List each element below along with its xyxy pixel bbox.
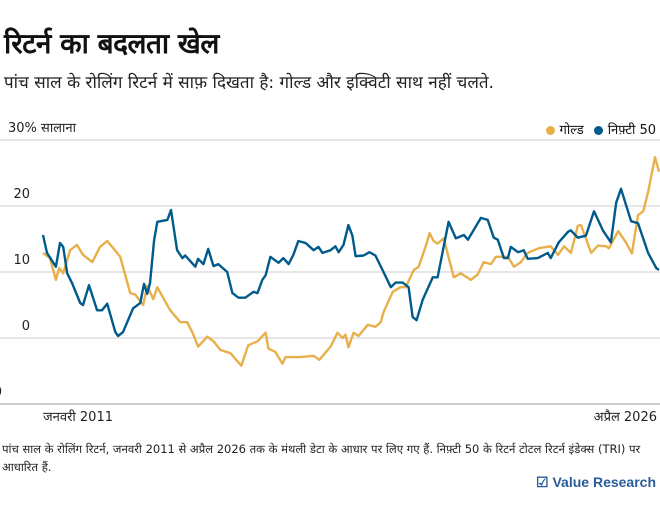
- value-research-logo: ☑ Value Research: [536, 474, 656, 491]
- y-tick-label: 10: [13, 253, 30, 268]
- chart-title: रिटर्न का बदलता खेल: [4, 27, 219, 60]
- line-chart: 30% सालाना 20 10 0 -10 जनवरी 2011 अप्रैल 2026: [0, 121, 660, 425]
- y-tick-label: 30% सालाना: [8, 121, 77, 136]
- nifty-series-line: [41, 187, 660, 338]
- x-tick-label: जनवरी 2011: [43, 409, 113, 425]
- gold-series-line: [42, 156, 660, 367]
- logo-text: Value Research: [552, 474, 656, 490]
- x-tick-label: अप्रैल 2026: [594, 409, 657, 425]
- footnote: पांच साल के रोलिंग रिटर्न, जनवरी 2011 से…: [2, 442, 641, 474]
- legend-item-nifty: निफ़्टी 50: [593, 120, 656, 138]
- chart-subtitle: पांच साल के रोलिंग रिटर्न में साफ़ दिखता…: [4, 73, 494, 93]
- y-tick-label: 20: [13, 187, 30, 202]
- legend-item-gold: गोल्ड: [545, 120, 584, 138]
- checkbox-icon: ☑: [536, 474, 549, 490]
- legend-label: निफ़्टी 50: [607, 123, 656, 138]
- legend: गोल्ड निफ़्टी 50: [545, 120, 656, 138]
- legend-label: गोल्ड: [559, 123, 584, 138]
- y-tick-label: -10: [0, 385, 2, 400]
- gold-dot-icon: [545, 126, 555, 135]
- y-tick-label: 0: [22, 319, 30, 334]
- nifty-dot-icon: [593, 126, 603, 135]
